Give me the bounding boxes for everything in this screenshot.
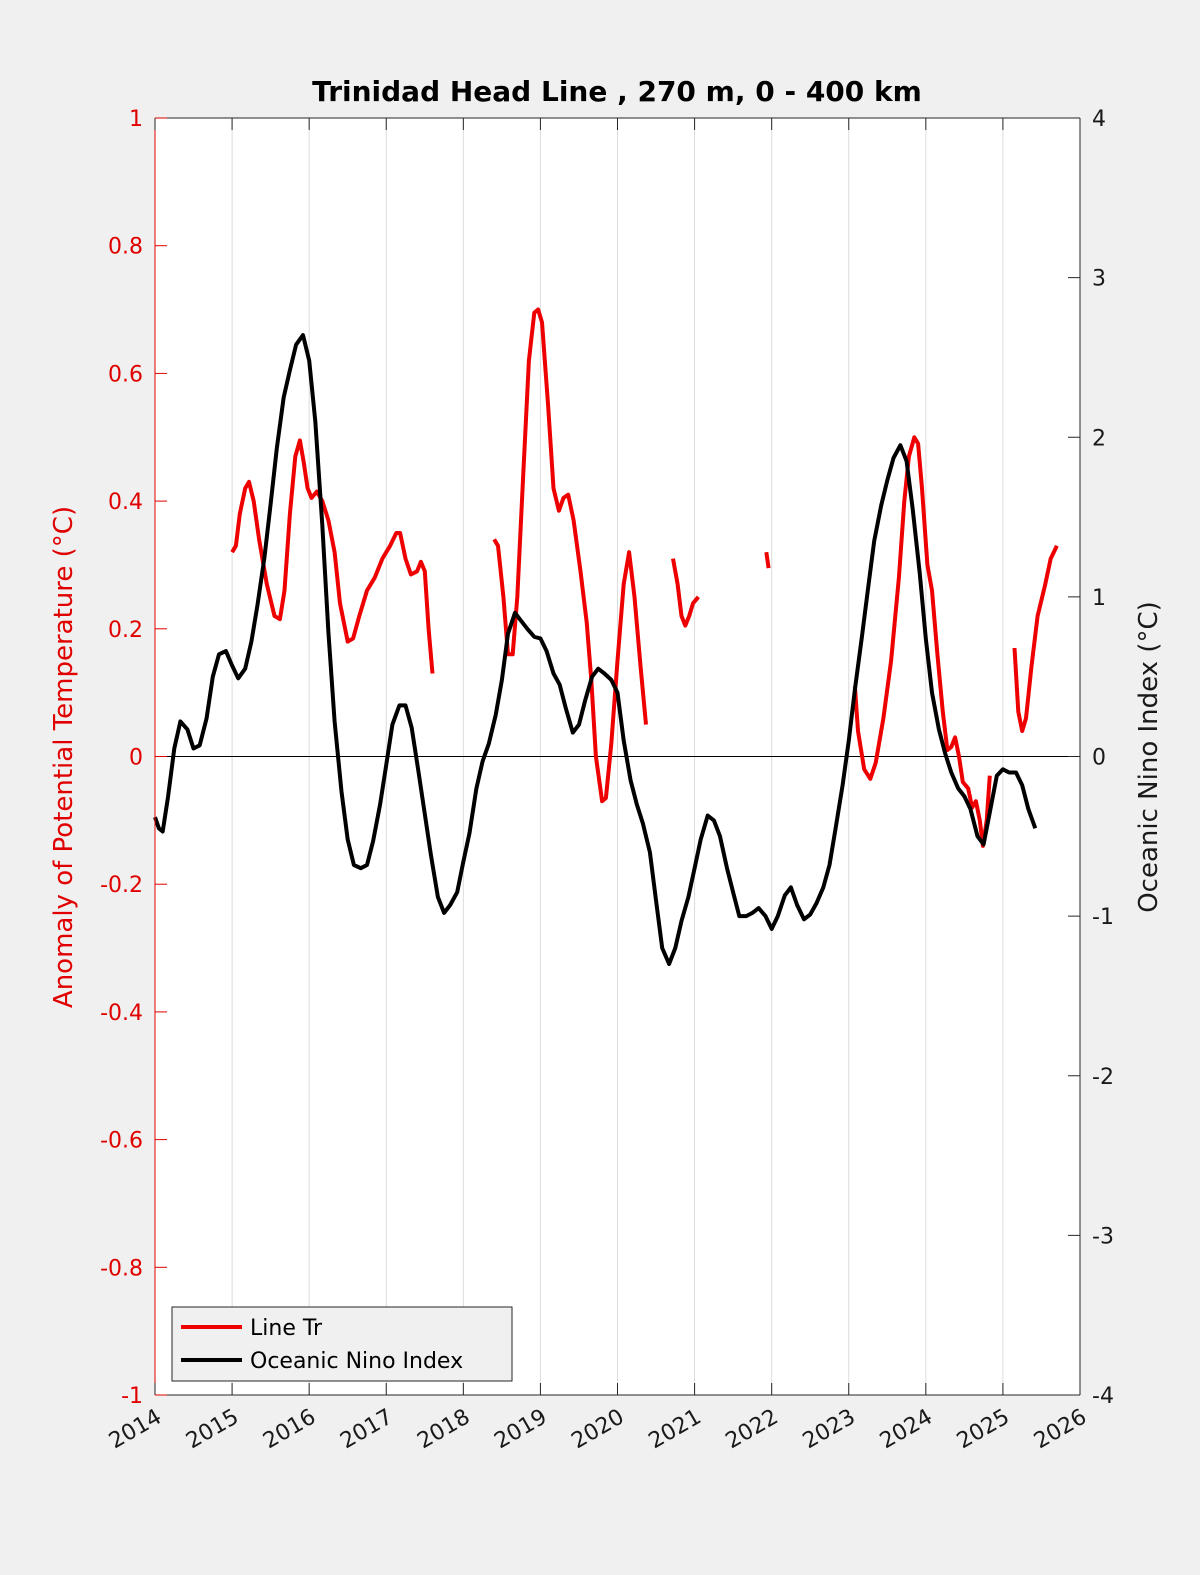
- line-tr-series-segment-4: [852, 435, 992, 848]
- y-left-tick-label: -0.2: [100, 873, 143, 898]
- x-tick-label: 2015: [182, 1405, 243, 1455]
- line-tr-series-segment-1: [492, 307, 648, 804]
- y-left-tick-label: 0.8: [108, 235, 143, 260]
- y-left-tick-label: 0.4: [108, 490, 143, 515]
- y-right-tick-label: 4: [1092, 107, 1106, 132]
- legend-box: [171, 1306, 513, 1382]
- chart-title: Trinidad Head Line , 270 m, 0 - 400 km: [312, 75, 922, 108]
- y-right-tick-label: -3: [1092, 1224, 1114, 1249]
- y-left-tick-label: -0.6: [100, 1129, 143, 1154]
- x-tick-label: 2017: [336, 1405, 397, 1455]
- x-tick-label: 2025: [953, 1405, 1014, 1455]
- x-tick-label: 2023: [799, 1405, 860, 1455]
- y-axis-right-label: Oceanic Nino Index (°C): [1134, 601, 1164, 913]
- y-left-tick-label: -0.4: [100, 1001, 143, 1026]
- y-left-tick-label: 0: [129, 746, 143, 771]
- y-right-tick-label: -1: [1092, 905, 1114, 930]
- legend-label-line-tr: Line Tr: [250, 1316, 323, 1341]
- line-tr-series-segment-0: [230, 438, 435, 674]
- y-left-tick-label: 0.2: [108, 618, 143, 643]
- line-tr-series-segment-3: [764, 551, 771, 569]
- y-right-tick-label: 3: [1092, 267, 1106, 292]
- x-tick-label: 2022: [722, 1405, 783, 1455]
- x-tick-label: 2014: [105, 1405, 166, 1455]
- y-left-tick-label: -1: [121, 1384, 143, 1409]
- y-left-tick-label: 1: [129, 107, 143, 132]
- x-tick-label: 2020: [568, 1405, 629, 1455]
- y-right-tick-label: 1: [1092, 586, 1106, 611]
- y-right-tick-label: -2: [1092, 1065, 1114, 1090]
- line-tr-series-segment-5: [1012, 544, 1059, 733]
- x-tick-label: 2026: [1030, 1405, 1091, 1455]
- oni-series-segment-0: [153, 333, 1038, 966]
- x-tick-label: 2019: [490, 1405, 551, 1455]
- y-left-tick-label: 0.6: [108, 362, 143, 387]
- line-tr-series-segment-2: [671, 558, 700, 628]
- legend: Line Tr Oceanic Nino Index: [171, 1306, 513, 1382]
- legend-label-oni: Oceanic Nino Index: [250, 1349, 463, 1374]
- y-right-tick-label: -4: [1092, 1384, 1114, 1409]
- x-tick-label: 2016: [259, 1405, 320, 1455]
- axes: 2014 2015 2016 2017 2018 2019 2020 2021 2022 2023…: [100, 107, 1114, 1454]
- y-right-tick-label: 2: [1092, 426, 1106, 451]
- series-layer: [153, 307, 1059, 966]
- x-tick-label: 2021: [645, 1405, 706, 1455]
- x-tick-label: 2018: [413, 1405, 474, 1455]
- y-left-tick-label: -0.8: [100, 1256, 143, 1281]
- x-tick-label: 2024: [876, 1405, 937, 1455]
- y-axis-left-label: Anomaly of Potential Temperature (°C): [49, 506, 79, 1008]
- y-right-tick-label: 0: [1092, 746, 1106, 771]
